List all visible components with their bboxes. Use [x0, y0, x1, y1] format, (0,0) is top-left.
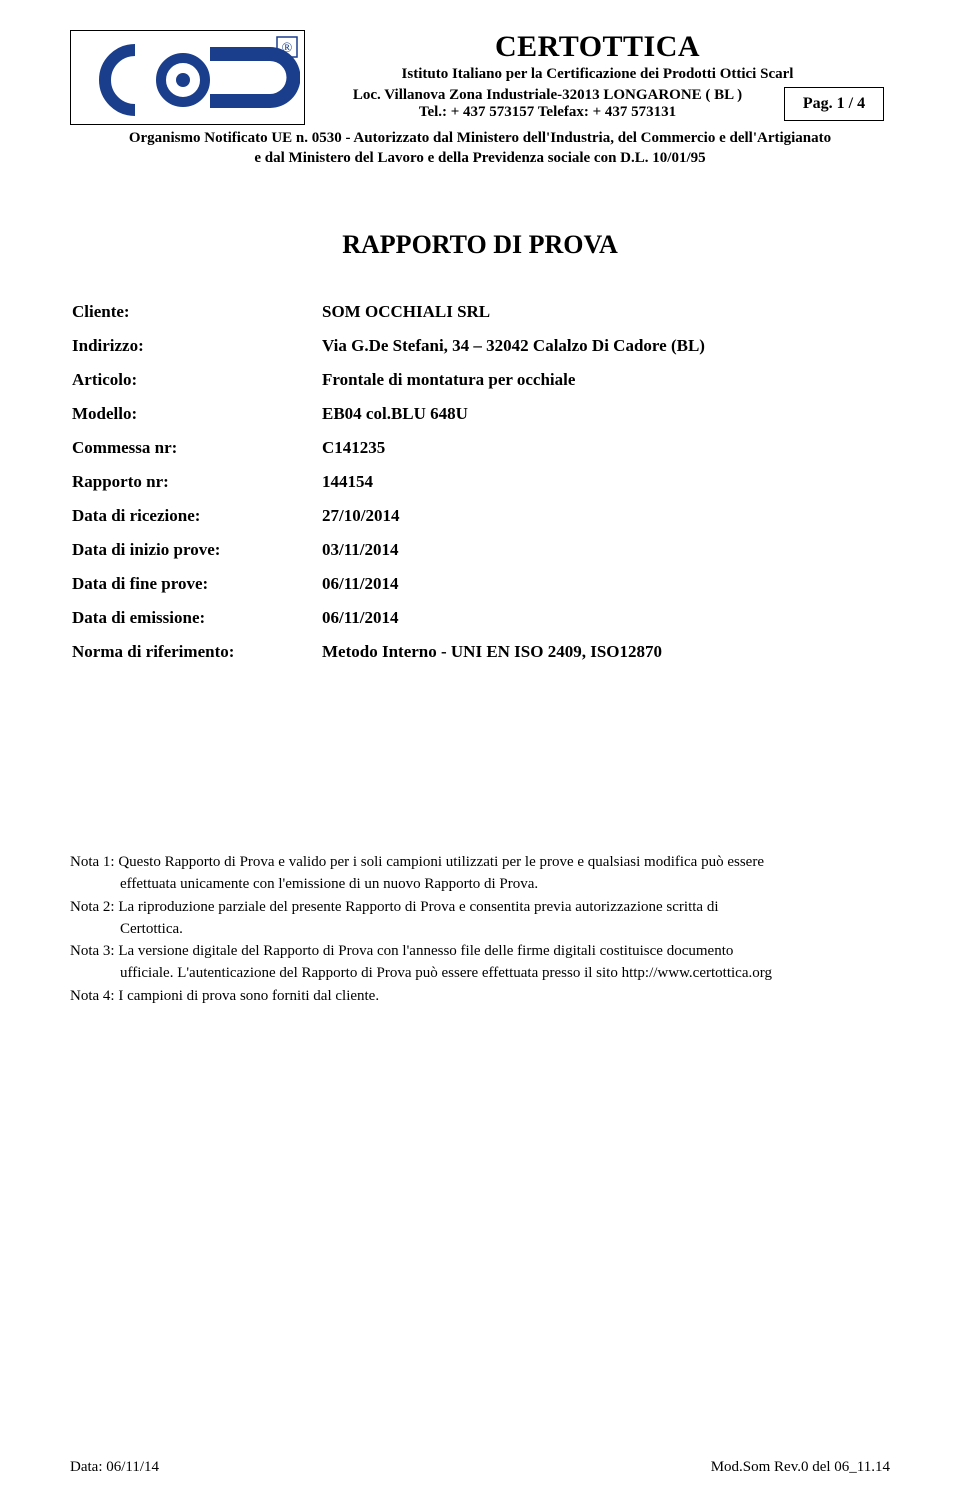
- field-label: Cliente:: [72, 302, 322, 322]
- certottica-logo-icon: ®: [75, 35, 300, 120]
- field-value: 27/10/2014: [322, 506, 399, 526]
- authorization-lines: Organismo Notificato UE n. 0530 - Autori…: [70, 129, 890, 168]
- field-value: 144154: [322, 472, 373, 492]
- note-1-line-2: effettuata unicamente con l'emissione di…: [70, 874, 890, 894]
- field-row: Norma di riferimento:Metodo Interno - UN…: [72, 642, 890, 662]
- field-row: Indirizzo:Via G.De Stefani, 34 – 32042 C…: [72, 336, 890, 356]
- logo-cell: ®: [70, 30, 305, 125]
- note-4: Nota 4: I campioni di prova sono forniti…: [70, 986, 890, 1006]
- field-value: Metodo Interno - UNI EN ISO 2409, ISO128…: [322, 642, 662, 662]
- document-header: ® CERTOTTICA Istituto Italiano per la Ce…: [70, 30, 890, 168]
- field-row: Data di fine prove:06/11/2014: [72, 574, 890, 594]
- field-value: 03/11/2014: [322, 540, 399, 560]
- field-label: Modello:: [72, 404, 322, 424]
- note-2-line-2: Certottica.: [70, 919, 890, 939]
- field-row: Data di emissione:06/11/2014: [72, 608, 890, 628]
- field-label: Data di fine prove:: [72, 574, 322, 594]
- org-name: CERTOTTICA: [311, 30, 884, 64]
- field-label: Norma di riferimento:: [72, 642, 322, 662]
- note-2-line-1: Nota 2: La riproduzione parziale del pre…: [70, 897, 890, 917]
- org-subtitle: Istituto Italiano per la Certificazione …: [311, 66, 884, 83]
- field-row: Modello:EB04 col.BLU 648U: [72, 404, 890, 424]
- tel-line: Tel.: + 437 573157 Telefax: + 437 573131: [311, 104, 784, 121]
- footer-date: Data: 06/11/14: [70, 1459, 159, 1476]
- fields-block: Cliente:SOM OCCHIALI SRL Indirizzo:Via G…: [72, 302, 890, 662]
- note-3-line-2: ufficiale. L'autenticazione del Rapporto…: [70, 963, 890, 983]
- field-value: EB04 col.BLU 648U: [322, 404, 468, 424]
- field-label: Data di ricezione:: [72, 506, 322, 526]
- auth-line-1: Organismo Notificato UE n. 0530 - Autori…: [70, 129, 890, 149]
- field-row: Data di ricezione:27/10/2014: [72, 506, 890, 526]
- address-row: Loc. Villanova Zona Industriale-32013 LO…: [311, 87, 884, 121]
- address-line: Loc. Villanova Zona Industriale-32013 LO…: [311, 87, 784, 104]
- field-row: Articolo:Frontale di montatura per occhi…: [72, 370, 890, 390]
- notes-block: Nota 1: Questo Rapporto di Prova e valid…: [70, 852, 890, 1006]
- field-label: Articolo:: [72, 370, 322, 390]
- header-top-row: ® CERTOTTICA Istituto Italiano per la Ce…: [70, 30, 890, 125]
- field-value: Via G.De Stefani, 34 – 32042 Calalzo Di …: [322, 336, 705, 356]
- note-3-line-1: Nota 3: La versione digitale del Rapport…: [70, 941, 890, 961]
- auth-line-2: e dal Ministero del Lavoro e della Previ…: [70, 149, 890, 169]
- field-value: 06/11/2014: [322, 608, 399, 628]
- field-value: C141235: [322, 438, 385, 458]
- field-label: Rapporto nr:: [72, 472, 322, 492]
- field-row: Commessa nr:C141235: [72, 438, 890, 458]
- report-title: RAPPORTO DI PROVA: [70, 230, 890, 260]
- field-label: Commessa nr:: [72, 438, 322, 458]
- footer-revision: Mod.Som Rev.0 del 06_11.14: [711, 1459, 890, 1476]
- page-footer: Data: 06/11/14 Mod.Som Rev.0 del 06_11.1…: [70, 1459, 890, 1476]
- field-value: Frontale di montatura per occhiale: [322, 370, 575, 390]
- field-label: Indirizzo:: [72, 336, 322, 356]
- note-1-line-1: Nota 1: Questo Rapporto di Prova e valid…: [70, 852, 890, 872]
- field-row: Rapporto nr:144154: [72, 472, 890, 492]
- field-row: Data di inizio prove:03/11/2014: [72, 540, 890, 560]
- field-label: Data di inizio prove:: [72, 540, 322, 560]
- header-title-cell: CERTOTTICA Istituto Italiano per la Cert…: [305, 30, 890, 125]
- field-value: SOM OCCHIALI SRL: [322, 302, 490, 322]
- address-block: Loc. Villanova Zona Industriale-32013 LO…: [311, 87, 784, 121]
- field-value: 06/11/2014: [322, 574, 399, 594]
- field-label: Data di emissione:: [72, 608, 322, 628]
- field-row: Cliente:SOM OCCHIALI SRL: [72, 302, 890, 322]
- page-number: Pag. 1 / 4: [784, 87, 884, 121]
